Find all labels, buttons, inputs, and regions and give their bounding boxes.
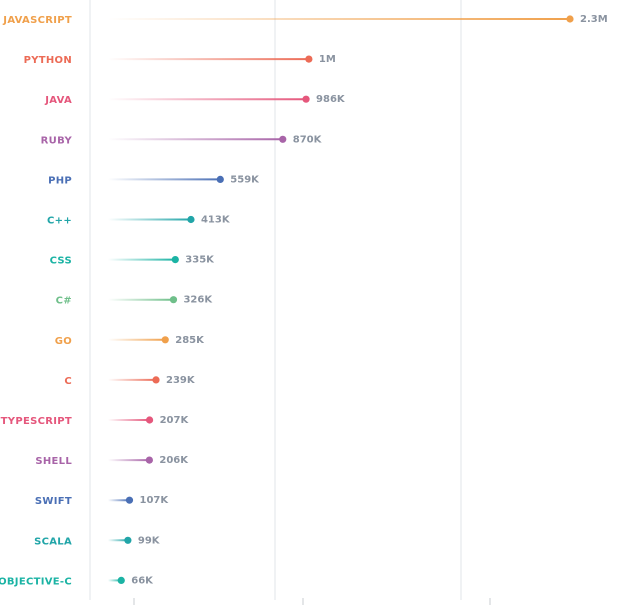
category-label: CSS: [50, 256, 72, 267]
value-label: 986K: [316, 94, 346, 105]
category-label: SWIFT: [35, 496, 72, 507]
bar-dot: [566, 15, 574, 23]
bar-dot: [302, 95, 310, 103]
grid-lines: [89, 0, 491, 605]
value-label: 2.3M: [580, 14, 608, 25]
bar-dot: [187, 215, 195, 224]
bar-dot: [305, 55, 313, 63]
category-label: JAVA: [44, 95, 72, 106]
category-label: PYTHON: [24, 55, 72, 66]
chart-marks: JAVASCRIPT 2.3M PYTHON 1M JAVA 986K RUBY 870K PH…: [0, 14, 608, 587]
value-label: 326K: [183, 295, 213, 306]
bar-dot: [124, 536, 132, 544]
bar-dot: [169, 296, 178, 304]
bar-dot: [171, 256, 179, 264]
bar-dot: [161, 336, 169, 344]
category-label: PHP: [48, 175, 72, 186]
category-label: RUBY: [41, 135, 73, 146]
value-label: 66K: [131, 575, 154, 586]
value-label: 1M: [319, 54, 336, 65]
category-label: JAVASCRIPT: [2, 15, 72, 26]
bar-dot: [125, 496, 134, 504]
category-label: C++: [47, 216, 72, 227]
category-label: GO: [55, 336, 72, 347]
bar-dot: [145, 456, 153, 464]
bar-dot: [152, 376, 160, 384]
value-label: 559K: [230, 174, 260, 185]
value-label: 99K: [138, 535, 161, 546]
category-label: OBJECTIVE-C: [0, 576, 72, 587]
category-label: SHELL: [35, 456, 72, 467]
category-label: C: [64, 376, 72, 387]
value-label: 107K: [139, 495, 169, 506]
category-label: SCALA: [34, 536, 72, 547]
value-label: 413K: [201, 215, 231, 226]
value-label: 285K: [175, 335, 205, 346]
bar-dot: [279, 135, 287, 143]
value-label: 335K: [185, 255, 215, 266]
category-label: TYPESCRIPT: [1, 416, 72, 427]
bar-dot: [216, 175, 224, 183]
value-label: 207K: [160, 415, 190, 426]
bar-dot: [145, 416, 154, 424]
value-label: 870K: [293, 134, 323, 145]
value-label: 206K: [159, 455, 189, 466]
bar-dot: [117, 576, 125, 585]
category-label: C#: [56, 296, 72, 307]
value-label: 239K: [166, 375, 196, 386]
